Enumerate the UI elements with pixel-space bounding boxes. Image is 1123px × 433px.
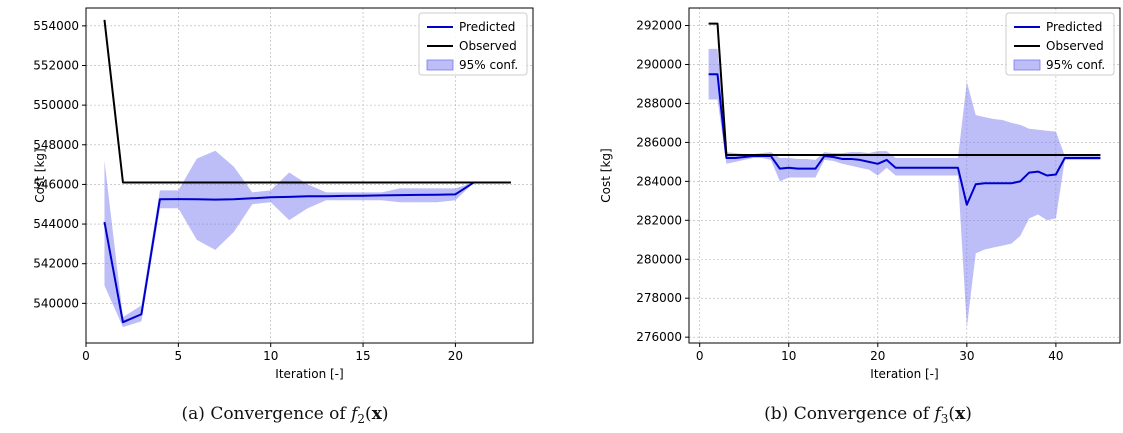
y-tick-label: 542000 (33, 257, 79, 271)
y-tick-label: 276000 (636, 330, 682, 344)
y-tick-label: 544000 (33, 217, 79, 231)
x-tick-label: 30 (959, 349, 974, 363)
chart-f2-convergence: 0 5 10 15 20 540000 542000 544000 546000 548000 55… (33, 7, 534, 381)
y-axis-label: Cost [kg] (33, 148, 47, 202)
legend-label: Predicted (459, 20, 515, 34)
confidence-band (104, 150, 511, 328)
x-tick-label: 40 (1048, 349, 1063, 363)
legend: Predicted Observed 95% conf. (1005, 12, 1115, 76)
x-tick-label: 20 (448, 349, 463, 363)
caption-a: (a) Convergence of f2(x) (182, 404, 389, 426)
x-tick-label: 0 (82, 349, 90, 363)
legend-label: Observed (459, 39, 517, 53)
y-tick-label: 286000 (636, 135, 682, 149)
y-tick-label: 290000 (636, 57, 682, 71)
x-tick-label: 10 (263, 349, 278, 363)
caption-b: (b) Convergence of f3(x) (764, 404, 972, 426)
y-tick-label: 552000 (33, 58, 79, 72)
legend-label: Predicted (1046, 20, 1102, 34)
y-tick-label: 282000 (636, 213, 682, 227)
confidence-band (708, 48, 1101, 328)
series-line-observed (103, 19, 511, 184)
x-tick-label: 20 (870, 349, 885, 363)
y-tick-label: 546000 (33, 177, 79, 191)
y-tick-label: 292000 (636, 19, 682, 33)
y-tick-label: 554000 (33, 19, 79, 33)
series-line-observed (708, 22, 1101, 157)
x-axis-label: Iteration [-] (870, 367, 938, 381)
x-tick-label: 10 (781, 349, 796, 363)
y-tick-label: 550000 (33, 98, 79, 112)
legend-label: 95% conf. (1046, 58, 1105, 72)
series-line-predicted (103, 181, 511, 324)
y-tick-label: 288000 (636, 96, 682, 110)
chart-f3-convergence: 0 10 20 30 40 276000 278000 280000 282000 284000 2… (599, 7, 1121, 381)
x-axis-label: Iteration [-] (275, 367, 343, 381)
x-tick-label: 5 (175, 349, 183, 363)
plot-frame (85, 7, 534, 344)
legend-label: 95% conf. (459, 58, 518, 72)
legend-box (418, 12, 528, 76)
y-tick-label: 278000 (636, 291, 682, 305)
y-tick-label: 284000 (636, 174, 682, 188)
y-tick-label: 280000 (636, 252, 682, 266)
x-tick-label: 0 (696, 349, 704, 363)
y-tick-label: 540000 (33, 296, 79, 310)
legend-box (1005, 12, 1115, 76)
x-tick-label: 15 (355, 349, 370, 363)
y-axis-label: Cost [kg] (599, 148, 613, 202)
legend-swatch-band (426, 59, 454, 71)
legend-swatch-band (1013, 59, 1041, 71)
y-tick-label: 548000 (33, 138, 79, 152)
legend-label: Observed (1046, 39, 1104, 53)
legend: Predicted Observed 95% conf. (418, 12, 528, 76)
series-line-predicted (708, 73, 1101, 206)
plot-frame (688, 7, 1121, 344)
